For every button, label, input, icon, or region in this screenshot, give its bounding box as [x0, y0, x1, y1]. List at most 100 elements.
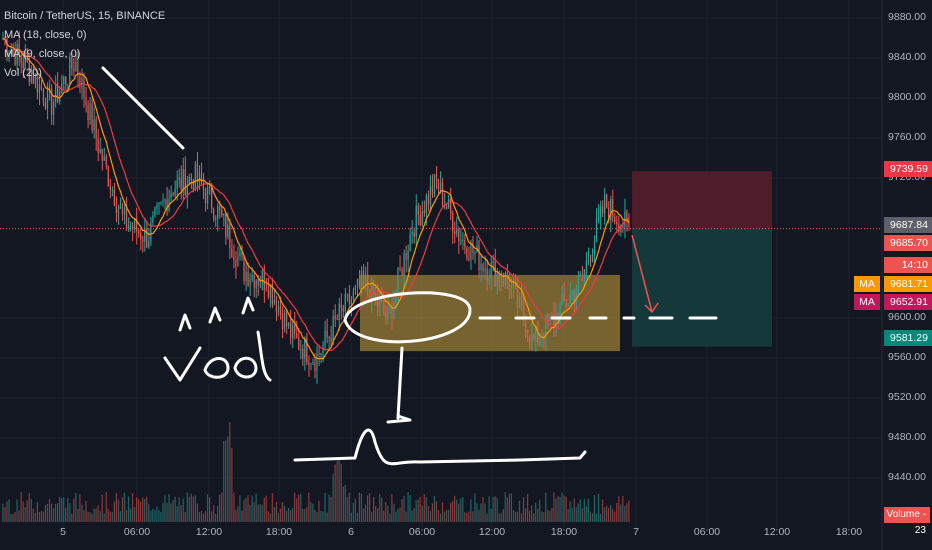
volume-bar: [415, 500, 417, 522]
candle-body: [283, 312, 286, 330]
candle-body: [362, 271, 365, 279]
candle-body: [383, 301, 385, 314]
time-tick-label: 12:00: [195, 526, 223, 538]
volume-bar: [618, 496, 620, 522]
volume-bar: [79, 494, 81, 522]
volume-bar: [176, 506, 178, 522]
volume-bar: [603, 507, 606, 522]
candle-body: [330, 336, 332, 342]
volume-bar: [352, 502, 354, 522]
volume-bar: [541, 511, 543, 522]
volume-bar: [624, 505, 626, 522]
candle-body: [618, 224, 620, 232]
candle-body: [46, 86, 49, 109]
candle-body: [291, 325, 294, 339]
candle-body: [484, 268, 486, 272]
candle-body: [358, 278, 361, 287]
volume-bar: [332, 474, 334, 522]
candle-body: [154, 208, 156, 216]
candle-body: [585, 260, 587, 270]
candle-body: [581, 275, 583, 277]
volume-bar: [97, 505, 99, 522]
volume-bar: [366, 495, 369, 522]
candle-body: [117, 208, 119, 214]
candle-body: [28, 62, 30, 83]
volume-bar: [20, 492, 22, 522]
candle-body: [300, 348, 302, 350]
volume-bar: [595, 513, 598, 522]
candle-body: [257, 280, 259, 285]
candle-body: [547, 315, 549, 322]
candle-body: [294, 325, 296, 334]
volume-bar: [340, 463, 342, 522]
volume-bar: [40, 510, 43, 522]
volume-bar: [312, 503, 314, 522]
volume-bar: [496, 497, 498, 522]
candle-body: [306, 337, 308, 363]
candle-body: [370, 280, 373, 303]
candle-body: [186, 184, 188, 196]
volume-bar: [257, 504, 259, 522]
volume-tag: Volume - 23: [884, 507, 930, 536]
volume-bar: [34, 512, 36, 522]
volume-bar: [265, 495, 267, 522]
volume-bar: [127, 496, 130, 522]
volume-bar: [435, 501, 438, 522]
candle-body: [328, 336, 330, 338]
volume-bar: [152, 508, 154, 522]
ma-a-prefix: MA: [854, 276, 880, 292]
candle-body: [277, 306, 280, 313]
ma-b-prefix: MA: [854, 294, 880, 310]
volume-bar: [162, 502, 164, 522]
candle-body: [73, 68, 75, 71]
volume-bar: [140, 501, 142, 522]
volume-bar: [247, 495, 249, 522]
volume-bar: [168, 493, 170, 522]
candle-body: [391, 307, 393, 319]
volume-bar: [101, 494, 103, 522]
volume-bar: [608, 508, 610, 522]
trend-line-drawing: [101, 66, 185, 150]
volume-bar: [212, 505, 215, 522]
candle-body: [610, 199, 612, 221]
volume-bar: [502, 509, 504, 522]
candle-body: [599, 205, 602, 218]
candle-body: [486, 268, 488, 281]
volume-bar: [182, 498, 184, 522]
candle-body: [474, 252, 476, 254]
candle-body: [233, 256, 235, 261]
candle-body: [95, 119, 97, 139]
candle-body: [608, 207, 610, 221]
volume-bar: [326, 512, 328, 522]
volume-bar: [227, 436, 229, 522]
candle-body: [516, 286, 519, 308]
candle-body: [445, 205, 448, 209]
volume-bar: [336, 461, 338, 522]
volume-bar: [188, 496, 190, 522]
volume-bar: [271, 493, 273, 522]
volume-bar: [131, 493, 134, 522]
ma-b-value: 9652.91: [890, 296, 928, 308]
volume-bar: [215, 513, 217, 522]
volume-bar: [364, 504, 367, 522]
volume-bar: [391, 494, 393, 522]
volume-bar: [237, 506, 239, 522]
candle-body: [589, 260, 592, 263]
volume-bar: [61, 497, 63, 522]
volume-bar: [75, 492, 77, 522]
volume-bars: [2, 422, 630, 522]
volume-bar: [279, 508, 282, 522]
candle-body: [261, 270, 263, 284]
candle-body: [174, 189, 176, 196]
volume-bar: [261, 504, 263, 522]
candle-body: [2, 38, 4, 40]
take-profit-zone: [632, 228, 772, 347]
volume-bar: [506, 497, 508, 522]
volume-bar: [225, 440, 227, 522]
volume-bar: [4, 507, 6, 522]
candle-body: [490, 263, 492, 279]
candle-body: [259, 283, 261, 285]
candle-body: [158, 203, 160, 206]
volume-bar: [379, 493, 381, 522]
